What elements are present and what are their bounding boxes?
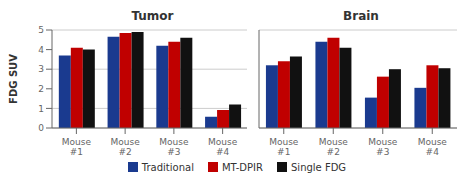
svg-text:Mouse#2: Mouse#2: [111, 137, 141, 156]
svg-text:4: 4: [38, 45, 44, 55]
svg-text:Mouse#3: Mouse#3: [159, 137, 189, 156]
html-text:Tumor: Tumor: [131, 9, 174, 23]
svg-text:2: 2: [38, 84, 44, 94]
svg-text:Mouse#1: Mouse#1: [62, 137, 92, 156]
svg-text:Mouse#3: Mouse#3: [368, 137, 398, 156]
svg-text:3: 3: [38, 64, 44, 74]
svg-text:FDG SUV: FDG SUV: [8, 54, 19, 104]
svg-text:5: 5: [38, 25, 44, 35]
html-text:Single FDG: Single FDG: [291, 161, 347, 173]
html-text:Traditional: Traditional: [141, 161, 194, 173]
svg-text:Mouse#4: Mouse#4: [208, 137, 238, 156]
svg-text:Mouse#2: Mouse#2: [319, 137, 349, 156]
svg-text:1: 1: [38, 104, 44, 114]
svg-text:Mouse#4: Mouse#4: [418, 137, 448, 156]
svg-text:Mouse#1: Mouse#1: [269, 137, 299, 156]
svg-text:0: 0: [38, 123, 44, 133]
html-text:MT-DPIR: MT-DPIR: [221, 161, 263, 173]
html-text:Brain: Brain: [343, 9, 379, 23]
